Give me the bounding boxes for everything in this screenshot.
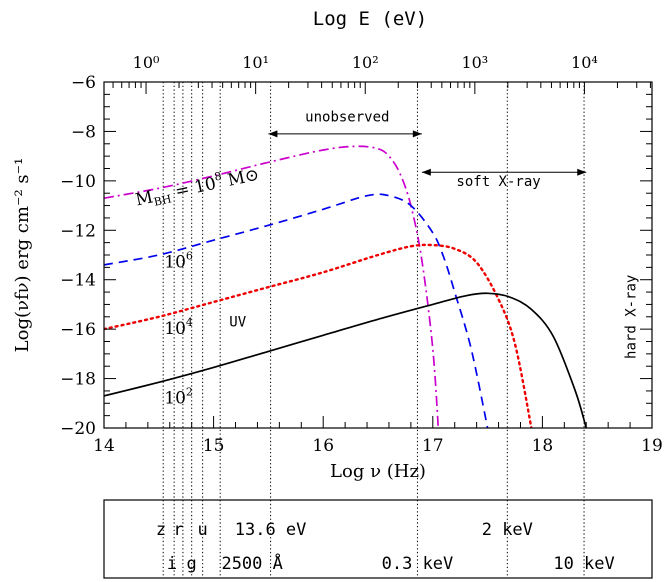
- band-label-top-3: 13.6 eV: [235, 520, 307, 540]
- series-line-2: [104, 243, 533, 428]
- x-tick-label-5: 19: [641, 436, 663, 456]
- x-tick-label-1: 15: [203, 436, 225, 456]
- top-tick-label-1: 10¹: [242, 53, 269, 72]
- annotation-0: unobserved: [305, 110, 389, 126]
- series-line-1: [104, 193, 489, 428]
- x-tick-label-3: 17: [422, 436, 444, 456]
- series-label-2: 104: [164, 316, 193, 339]
- axis-layer: 14 15 16 17 18 19 Log ν (Hz) −20 −18 −16 −14 −12 −10…: [12, 53, 663, 482]
- band-box-frame: [103, 499, 653, 579]
- annotation-arrowhead-left-0: [268, 130, 278, 138]
- top-axis-title: Log E (eV): [313, 8, 427, 30]
- y-tick-label-1: −18: [60, 370, 96, 390]
- series-layer: [104, 145, 588, 428]
- series-label-0: MBH = 108 M⊙: [133, 162, 261, 213]
- y-tick-label-4: −12: [60, 221, 96, 241]
- y-tick-label-6: −8: [71, 122, 96, 142]
- band-label-bottom-0: i: [167, 554, 177, 574]
- top-tick-label-0: 10⁰: [133, 53, 160, 72]
- band-label-bottom-1: g: [187, 554, 197, 574]
- series-label-3: 102: [164, 385, 193, 408]
- y-tick-label-2: −16: [60, 320, 96, 340]
- top-tick-label-4: 10⁴: [571, 53, 598, 72]
- y-tick-label-7: −6: [71, 73, 96, 93]
- y-tick-label-5: −10: [60, 172, 96, 192]
- annotation-arrowhead-right-0: [412, 130, 422, 138]
- band-label-top-1: r: [173, 520, 183, 540]
- x-tick-label-0: 14: [93, 436, 115, 456]
- y-tick-label-3: −14: [60, 271, 96, 291]
- x-tick-label-4: 18: [532, 436, 554, 456]
- band-label-top-0: z: [156, 520, 166, 540]
- band-label-bottom-2: 2500 Å: [221, 552, 282, 574]
- grid-layer: [162, 82, 585, 578]
- annotation-1: soft X-ray: [456, 174, 540, 190]
- top-tick-label-2: 10²: [352, 53, 379, 72]
- y-tick-label-0: −20: [60, 419, 96, 439]
- band-label-bottom-4: 10 keV: [553, 554, 614, 574]
- x-tick-label-2: 16: [312, 436, 334, 456]
- band-box: z r u 13.6 eV 2 keV i g 2500 Å 0.3 keV 10 keV: [103, 499, 653, 579]
- band-label-bottom-3: 0.3 keV: [382, 554, 454, 574]
- annotation-layer: MBH = 108 M⊙ 106 104 102 unobserved soft X-ra…: [133, 110, 640, 409]
- top-axis-label: Log E (eV): [313, 8, 427, 30]
- top-tick-label-3: 10³: [461, 53, 488, 72]
- band-label-top-2: u: [198, 520, 208, 540]
- series-label-1: 106: [164, 249, 193, 272]
- annotation-arrowhead-right-1: [577, 168, 587, 176]
- series-line-0: [104, 145, 440, 428]
- band-label-top-4: 2 keV: [482, 520, 533, 540]
- y-axis-label: Log(νfν) erg cm⁻² s⁻¹: [12, 158, 33, 353]
- annotation-3: hard X-ray: [624, 275, 640, 359]
- annotation-2: UV: [229, 315, 246, 331]
- series-line-3: [104, 292, 588, 428]
- x-axis-label: Log ν (Hz): [330, 461, 426, 482]
- annotation-arrowhead-left-1: [421, 168, 431, 176]
